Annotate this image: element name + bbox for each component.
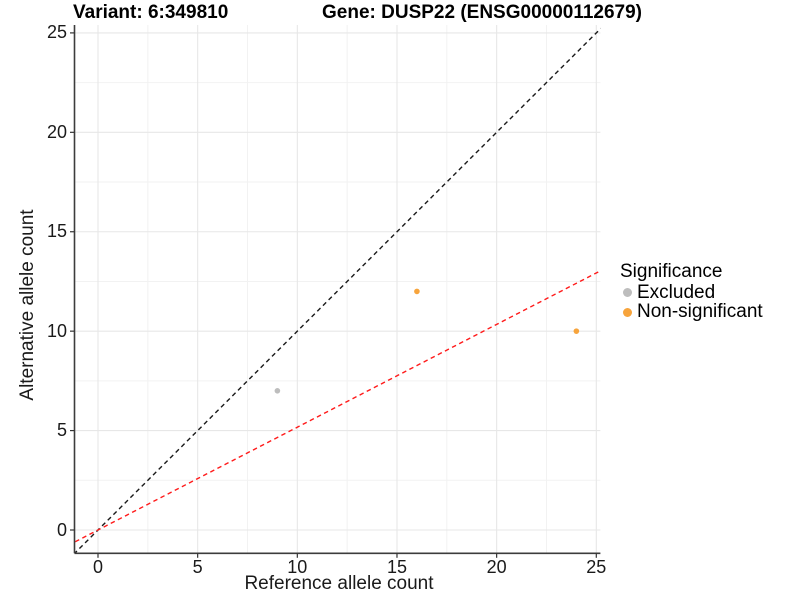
x-tick-label-20: 20: [486, 557, 507, 577]
data-point-non-significant: [573, 328, 580, 334]
data-point-excluded: [274, 388, 281, 394]
x-tick-label-0: 0: [92, 557, 104, 577]
y-tick-label-20: 20: [46, 121, 67, 142]
y-tick-label-5: 5: [56, 420, 67, 441]
x-tick-label-10: 10: [287, 557, 308, 577]
legend-item-label: Non-significant: [637, 301, 763, 323]
non-significant-dot-icon: [623, 307, 632, 317]
x-tick-label-25: 25: [586, 557, 607, 577]
y-tick-label-15: 15: [46, 221, 67, 242]
gene-title: Gene: DUSP22 (ENSG00000112679): [322, 2, 643, 23]
y-tick-label-25: 25: [46, 22, 67, 43]
data-point-non-significant: [414, 288, 420, 295]
y-tick-label-10: 10: [46, 320, 67, 341]
legend-item-non-significant: Non-significant: [620, 301, 763, 323]
variant-title: Variant: 6:349810: [73, 2, 229, 23]
x-tick-label-15: 15: [386, 557, 407, 577]
legend: Significance Excluded Non-significant: [620, 261, 763, 322]
excluded-dot-icon: [623, 288, 632, 298]
y-tick-label-0: 0: [56, 519, 67, 540]
expected-ratio-line: [74, 270, 601, 543]
identity-line: [74, 27, 601, 554]
legend-title: Significance: [620, 261, 723, 282]
legend-item-label: Excluded: [637, 281, 716, 303]
x-tick-label-5: 5: [192, 557, 203, 577]
x-axis-title: Reference allele count: [244, 573, 434, 594]
legend-item-excluded: Excluded: [620, 281, 763, 303]
